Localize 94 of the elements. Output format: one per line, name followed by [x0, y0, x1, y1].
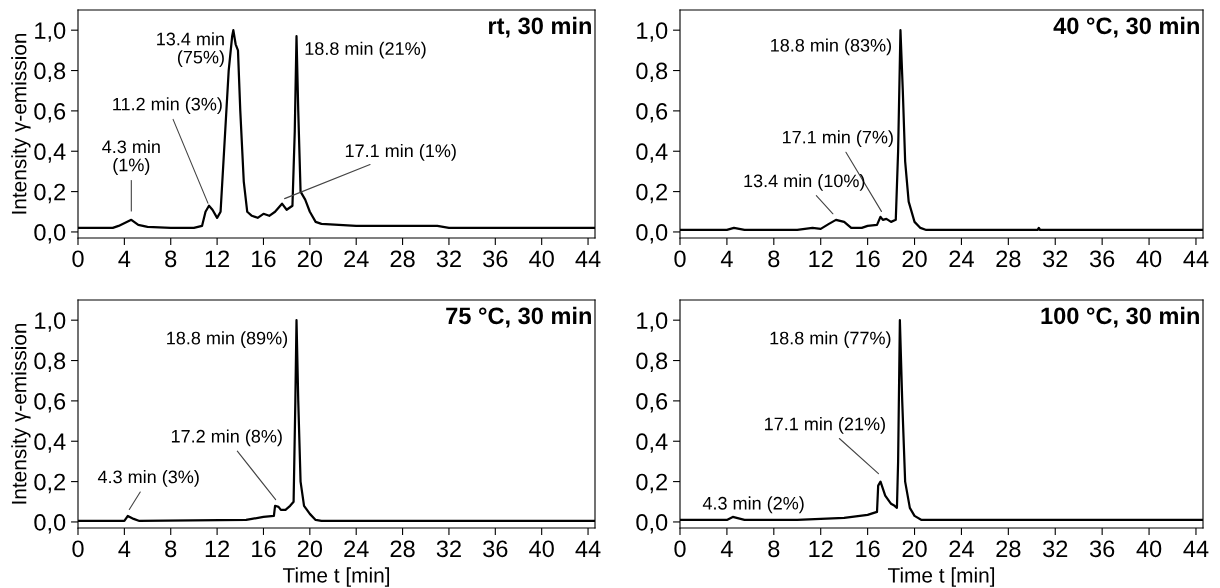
annotation: 18.8 min (89%)	[167, 331, 288, 349]
y-tick-label: 0,0	[34, 224, 66, 244]
x-tick-label: 0	[674, 250, 686, 268]
x-tick-label: 40	[1136, 540, 1162, 558]
y-tick-label: 0,4	[636, 143, 668, 163]
x-tick-label: 0	[72, 250, 84, 268]
y-axis-title: Intensity γ-emission	[11, 323, 31, 504]
y-tick-label: 0,8	[34, 352, 66, 373]
x-tick-label: 36	[1089, 250, 1115, 268]
x-tick-label: 12	[205, 250, 230, 267]
y-tick-label: 1,0	[35, 312, 66, 332]
annotation: 13.4 min (10%)	[744, 173, 865, 191]
x-tick-label: 0	[674, 540, 686, 558]
x-tick-label: 24	[344, 540, 369, 557]
x-tick-label: 16	[252, 540, 276, 558]
x-tick-label: 40	[529, 540, 554, 558]
x-tick-label: 16	[856, 540, 880, 558]
annotation: 18.8 min (21%)	[305, 41, 426, 59]
y-tick-label: 0,2	[636, 473, 668, 494]
y-tick-label: 0,6	[636, 102, 668, 123]
x-tick-label: 8	[768, 250, 780, 268]
x-tick-label: 8	[768, 540, 780, 558]
y-tick-label: 1,0	[35, 22, 66, 42]
chart-title: 100 °C, 30 min	[1041, 306, 1199, 328]
annotation: 17.1 min (7%)	[782, 130, 893, 148]
x-tick-label: 44	[1183, 540, 1209, 557]
x-tick-label: 8	[165, 540, 177, 558]
x-axis-title: Time t [min]	[887, 567, 995, 587]
annotation: 4.3 min (3%)	[97, 470, 199, 487]
y-tick-label: 0,0	[636, 224, 668, 244]
x-tick-label: 36	[1089, 540, 1115, 558]
x-tick-label: 36	[483, 250, 508, 268]
annotation: 18.8 min (83%)	[771, 38, 892, 56]
y-tick-label: 0,6	[34, 392, 66, 413]
x-tick-label: 24	[949, 540, 974, 557]
y-axis-title: Intensity γ-emission	[11, 33, 31, 214]
x-tick-label: 12	[809, 540, 833, 557]
x-tick-label: 4	[720, 540, 733, 557]
annotation: 17.1 min (1%)	[345, 143, 456, 161]
x-tick-label: 16	[252, 250, 276, 268]
y-tick-label: 0,4	[34, 143, 66, 163]
chart-title: 75 °C, 30 min	[446, 306, 591, 328]
x-tick-label: 4	[720, 250, 733, 267]
y-tick-label: 0,2	[34, 183, 66, 204]
x-tick-label: 32	[436, 250, 461, 268]
chart-title: 40 °C, 30 min	[1053, 16, 1199, 38]
y-tick-label: 0,2	[636, 183, 668, 204]
x-tick-label: 40	[529, 250, 554, 268]
x-tick-label: 24	[949, 250, 974, 267]
x-tick-label: 32	[1043, 250, 1068, 268]
chart-title: rt, 30 min	[489, 16, 591, 38]
y-tick-label: 1,0	[637, 22, 668, 42]
x-tick-label: 0	[72, 540, 84, 558]
x-tick-label: 32	[436, 540, 461, 558]
x-tick-label: 8	[165, 250, 177, 268]
y-tick-label: 0,0	[34, 514, 66, 534]
y-tick-label: 0,8	[636, 352, 668, 373]
annotation: 4.3 min (1%)	[102, 139, 160, 175]
x-tick-label: 12	[809, 250, 833, 267]
x-tick-label: 20	[297, 540, 323, 558]
x-tick-label: 20	[902, 540, 927, 558]
x-tick-label: 20	[297, 250, 323, 268]
y-tick-label: 0,0	[636, 514, 668, 534]
y-tick-label: 0,8	[34, 62, 66, 83]
x-tick-label: 36	[483, 540, 508, 558]
x-tick-label: 4	[118, 540, 131, 557]
annotation: 18.8 min (77%)	[770, 331, 891, 349]
x-tick-label: 4	[118, 250, 131, 267]
annotation: 17.2 min (8%)	[171, 429, 282, 447]
annotation: 13.4 min (75%)	[157, 32, 224, 68]
y-tick-label: 0,6	[34, 102, 66, 123]
y-tick-label: 0,4	[636, 433, 668, 453]
x-tick-label: 28	[390, 250, 415, 268]
y-tick-label: 0,6	[636, 392, 668, 413]
x-tick-label: 28	[996, 540, 1021, 558]
y-tick-label: 0,2	[34, 473, 66, 494]
x-tick-label: 28	[996, 250, 1021, 268]
x-tick-label: 20	[902, 250, 927, 268]
x-tick-label: 16	[856, 250, 880, 268]
annotation: 4.3 min (2%)	[702, 496, 804, 514]
x-tick-label: 24	[344, 250, 369, 267]
x-tick-label: 28	[390, 540, 415, 558]
x-tick-label: 32	[1043, 540, 1068, 558]
x-tick-label: 44	[1183, 250, 1209, 267]
annotation: 17.1 min (21%)	[765, 417, 885, 434]
x-axis-title: Time t [min]	[282, 567, 390, 587]
y-tick-label: 0,4	[34, 433, 66, 453]
x-tick-label: 44	[575, 250, 601, 267]
y-tick-label: 1,0	[637, 312, 668, 332]
y-tick-label: 0,8	[636, 62, 668, 83]
x-tick-label: 12	[205, 540, 230, 557]
x-tick-label: 40	[1136, 250, 1162, 268]
x-tick-label: 44	[575, 540, 601, 557]
annotation: 11.2 min (3%)	[113, 97, 222, 115]
